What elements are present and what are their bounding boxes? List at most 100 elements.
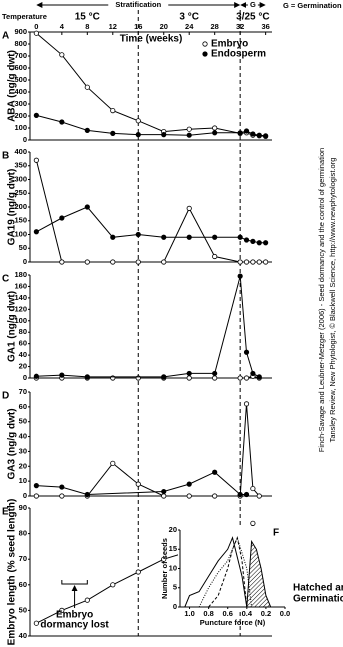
data-point — [33, 620, 39, 626]
data-point — [33, 229, 39, 235]
data-point — [212, 493, 218, 499]
data-point — [250, 259, 256, 265]
panel-label: E — [2, 507, 9, 518]
data-point — [186, 375, 192, 381]
y-tick-label: 50 — [19, 243, 27, 252]
series-line — [36, 206, 266, 244]
y-tick-label: 0 — [23, 135, 27, 144]
data-point — [186, 132, 192, 138]
x-tick-label: 0.2 — [261, 609, 271, 618]
data-point — [84, 84, 90, 90]
data-point — [256, 240, 262, 246]
y-tick-label: 0 — [23, 491, 27, 500]
data-point — [110, 460, 116, 466]
data-point — [243, 259, 250, 265]
stratification-span-label: Stratification — [115, 0, 161, 9]
y-tick-label: 50 — [19, 417, 27, 426]
y-tick-label: 400 — [14, 87, 27, 96]
y-tick-label: 80 — [19, 327, 27, 336]
data-point — [212, 469, 218, 475]
data-point — [110, 259, 116, 265]
x-tick-label: 0.8 — [203, 609, 213, 618]
data-point — [243, 349, 250, 355]
data-point — [186, 234, 192, 240]
data-point — [110, 130, 116, 136]
x-tick-label: 8 — [85, 22, 89, 31]
hatch-note: Hatched area = — [293, 583, 343, 594]
data-point — [256, 259, 262, 265]
data-point — [256, 374, 262, 380]
y-tick-label: 100 — [14, 229, 27, 238]
inset-bg — [178, 526, 287, 609]
data-point — [263, 133, 269, 139]
y-axis-title: GA3 (ng/g dwt) — [7, 408, 18, 479]
data-point — [59, 215, 65, 221]
y-axis-title: Number of seeds — [160, 538, 169, 599]
data-point — [161, 259, 167, 265]
y-tick-label: 160 — [14, 281, 27, 290]
y-axis-title: GA19 (ng/g dwt) — [7, 169, 18, 246]
x-tick-label: 12 — [109, 22, 117, 31]
data-point — [263, 240, 269, 246]
panel-label: A — [2, 31, 9, 42]
legend-label: Embryo — [211, 39, 248, 50]
y-tick-label: 20 — [19, 461, 27, 470]
label-bg — [247, 0, 258, 10]
y-tick-label: 60 — [19, 580, 27, 589]
series-line — [184, 536, 248, 608]
y-tick-label: 60 — [19, 402, 27, 411]
y-tick-label: 0 — [173, 602, 177, 611]
y-tick-label: 20 — [19, 362, 27, 371]
y-tick-label: 40 — [19, 350, 27, 359]
data-point — [237, 259, 243, 265]
citation: Tansley Review, New Phytologist, © Black… — [328, 158, 337, 443]
hatch-note: Germination — [293, 594, 343, 605]
data-point — [84, 204, 90, 210]
phase-label: 3 °C — [179, 12, 199, 23]
y-tick-label: 10 — [169, 563, 177, 572]
y-tick-label: 20 — [169, 525, 177, 534]
data-point — [59, 493, 65, 499]
x-tick-label: 0.6 — [223, 609, 233, 618]
series-line — [35, 160, 266, 263]
annotation-bracket — [61, 580, 88, 585]
data-point — [59, 372, 65, 378]
data-point — [212, 375, 218, 381]
data-point — [250, 238, 256, 244]
phase-label: 15 °C — [75, 12, 100, 23]
data-point — [161, 488, 167, 495]
x-tick-label: 28 — [211, 22, 219, 31]
x-tick-label: 16 — [134, 22, 142, 31]
y-axis-title: Embryo length (% seed length) — [7, 499, 18, 646]
series-line — [36, 403, 260, 497]
germination-span-label: G — [250, 0, 256, 9]
data-point — [59, 52, 65, 58]
y-tick-label: 400 — [14, 147, 27, 156]
data-point — [161, 556, 167, 562]
data-point — [186, 481, 192, 487]
data-point — [59, 484, 65, 490]
data-point — [212, 370, 218, 377]
y-tick-label: 0 — [23, 257, 27, 266]
y-tick-label: 700 — [14, 51, 27, 60]
y-tick-label: 250 — [14, 188, 27, 197]
y-tick-label: 15 — [169, 544, 177, 553]
data-point — [33, 112, 39, 119]
data-point — [135, 132, 141, 138]
data-point — [243, 237, 250, 243]
data-point — [250, 370, 256, 377]
series-line — [36, 471, 247, 496]
x-tick-label: 24 — [185, 22, 194, 31]
panel-label: D — [2, 391, 9, 402]
y-tick-label: 600 — [14, 63, 27, 72]
y-tick-label: 500 — [14, 75, 27, 84]
data-point — [237, 130, 243, 136]
y-tick-label: 140 — [14, 293, 27, 302]
data-point — [161, 374, 167, 380]
y-axis-title: ABA (ng/g dwt) — [7, 50, 18, 122]
y-tick-label: 10 — [19, 476, 27, 485]
legend-marker — [202, 51, 208, 57]
data-point — [186, 493, 192, 499]
panel-label: F — [273, 528, 279, 539]
